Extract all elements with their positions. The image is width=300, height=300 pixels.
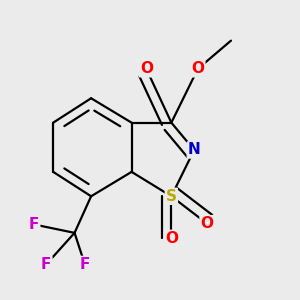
Text: O: O (191, 61, 204, 76)
Text: O: O (165, 231, 178, 246)
Text: O: O (140, 61, 153, 76)
Text: F: F (41, 257, 51, 272)
Text: S: S (166, 189, 177, 204)
Text: F: F (29, 217, 39, 232)
Text: O: O (200, 216, 214, 231)
Text: N: N (188, 142, 200, 158)
Text: F: F (80, 257, 90, 272)
